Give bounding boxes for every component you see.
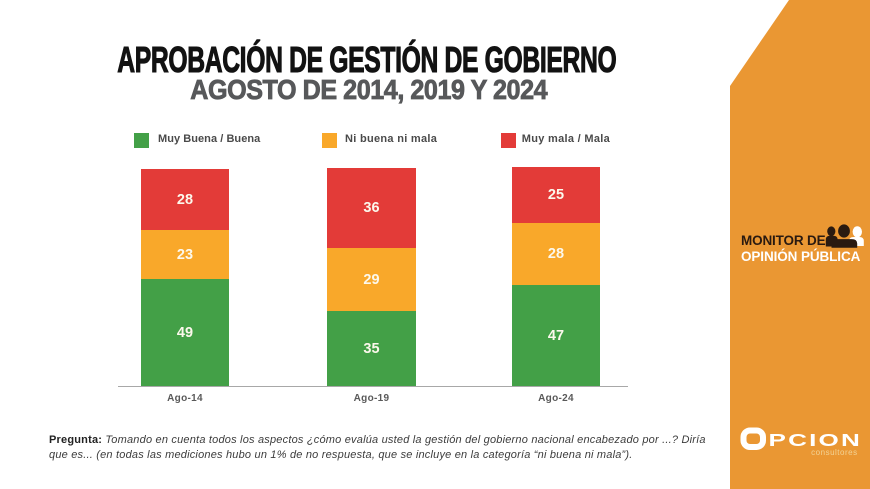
svg-text:PCION: PCION — [769, 430, 862, 450]
svg-text:consultores: consultores — [811, 448, 857, 457]
